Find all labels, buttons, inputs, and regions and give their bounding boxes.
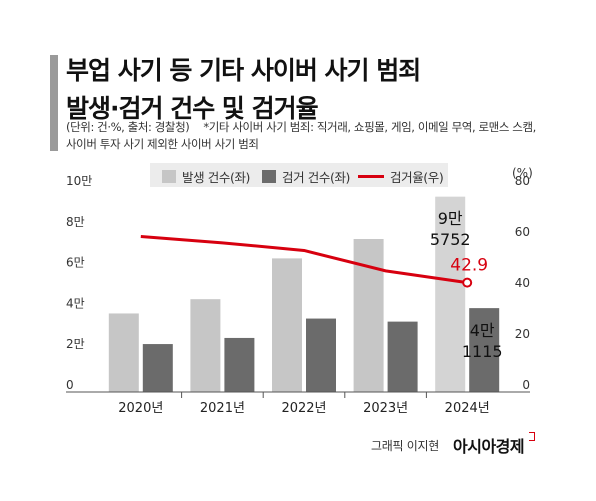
x-tick-label-3: 2023년 <box>363 401 408 416</box>
bar-arrests-2 <box>306 318 336 392</box>
annotation-occurrences-line1: 9만 <box>438 209 463 228</box>
legend-label-occurrences: 발생 건수(좌) <box>182 170 251 185</box>
legend-label-arrests: 검거 건수(좌) <box>282 170 351 185</box>
legend-item-rate: 검거율(우) <box>358 167 444 186</box>
footnote-line-1: *기타 사이버 사기 범죄: 직거래, 쇼핑몰, 게임, 이메일 무역, 로맨스… <box>203 120 536 134</box>
title-line-1: 부업 사기 등 기타 사이버 사기 범죄 <box>66 56 421 85</box>
legend-swatch-occurrences <box>162 170 176 183</box>
annotation-arrests-line2: 1115 <box>462 342 503 361</box>
chart-legend: 발생 건수(좌) 검거 건수(좌) 검거율(우) <box>150 163 448 187</box>
left-tick-label-0: 0 <box>66 378 74 392</box>
right-tick-label-4: 80 <box>515 174 530 188</box>
publisher-logo: 아시아경제 <box>453 437 525 456</box>
graphic-credit: 그래픽 이지현 <box>371 439 439 453</box>
right-tick-label-2: 40 <box>515 276 530 290</box>
x-tick-label-4: 2024년 <box>445 401 490 416</box>
bar-arrests-0 <box>142 344 173 392</box>
right-axis-unit: (%) <box>512 166 533 180</box>
left-tick-label-1: 2만 <box>66 337 85 351</box>
left-tick-label-5: 10만 <box>66 174 92 188</box>
rate-line <box>140 234 468 285</box>
legend-swatch-arrests <box>262 170 276 183</box>
bar-occurrences-2 <box>272 258 302 392</box>
title-line-2: 발생·검거 건수 및 검거율 <box>66 94 319 123</box>
right-tick-label-3: 60 <box>515 225 530 239</box>
bar-arrests-4 <box>469 308 500 392</box>
bar-arrests-3 <box>387 321 418 392</box>
legend-item-occurrences: 발생 건수(좌) <box>162 167 250 186</box>
right-tick-label-0: 0 <box>522 378 530 392</box>
title-accent-bar <box>50 55 58 151</box>
left-tick-label-3: 6만 <box>66 256 85 270</box>
annotation-rate: 42.9 <box>450 256 488 276</box>
bar-occurrences-0 <box>108 313 139 392</box>
legend-label-rate: 검거율(우) <box>390 170 444 185</box>
bar-arrests-1 <box>224 337 255 392</box>
right-tick-label-1: 20 <box>515 327 530 341</box>
unit-source-note: (단위: 건·%, 출처: 경찰청) <box>66 120 190 134</box>
x-tick-label-0: 2020년 <box>118 401 163 416</box>
bar-occurrences-4 <box>435 196 466 392</box>
bar-occurrences-3 <box>353 239 384 392</box>
legend-item-arrests: 검거 건수(좌) <box>262 167 350 186</box>
left-tick-label-4: 8만 <box>66 215 85 229</box>
publisher-logo-mark <box>529 432 535 441</box>
chart-notes: (단위: 건·%, 출처: 경찰청) *기타 사이버 사기 범죄: 직거래, 쇼핑… <box>66 119 536 153</box>
annotation-occurrences-line2: 5752 <box>430 230 471 249</box>
chart-title: 부업 사기 등 기타 사이버 사기 범죄 발생·검거 건수 및 검거율 <box>66 52 421 128</box>
legend-swatch-rate <box>358 175 384 178</box>
rate-point-4 <box>462 277 473 288</box>
bar-occurrences-1 <box>190 299 221 392</box>
footnote-line-2: 사이버 투자 사기 제외한 사이버 사기 범죄 <box>66 137 259 151</box>
annotation-arrests-line1: 4만 <box>470 321 495 340</box>
x-tick-label-1: 2021년 <box>200 401 245 416</box>
left-tick-label-2: 4만 <box>66 296 85 310</box>
x-tick-label-2: 2022년 <box>281 401 326 416</box>
